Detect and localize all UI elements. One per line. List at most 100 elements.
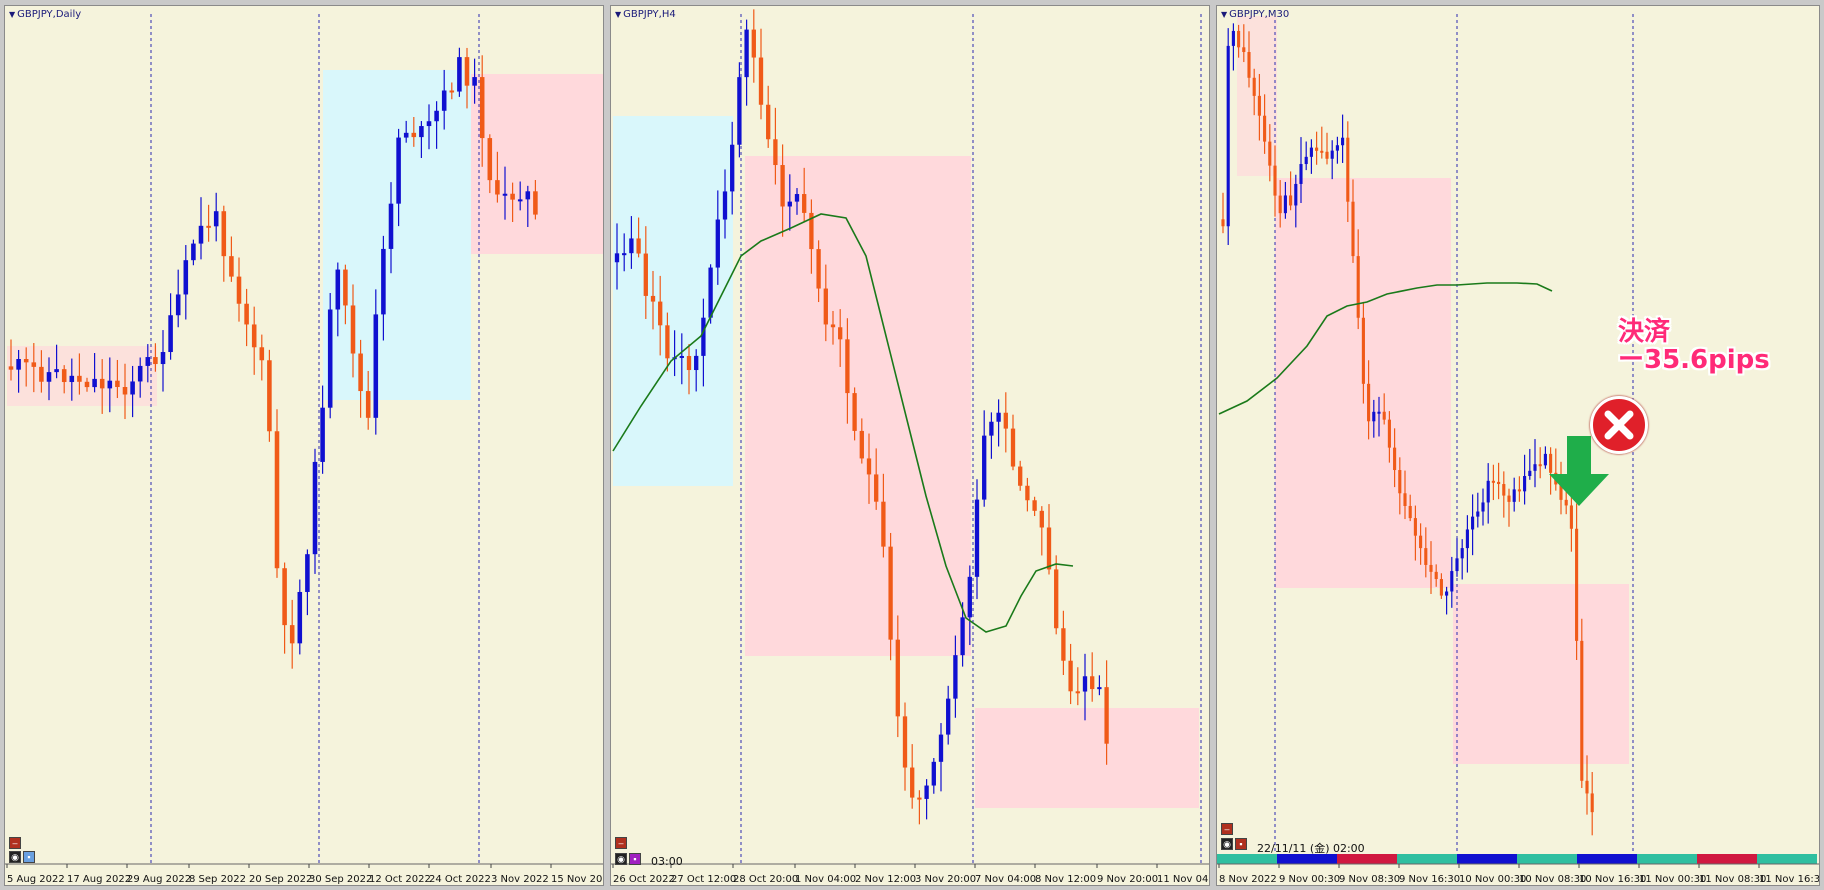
x-axis-tick-label: 8 Nov 12:00 [1035, 874, 1096, 885]
eye-icon[interactable]: ◉ [1221, 838, 1233, 850]
session-strip-segment [1577, 854, 1637, 864]
candle-body [107, 380, 113, 389]
script-icon[interactable]: ▪ [23, 851, 35, 863]
script-icon[interactable]: ▪ [1235, 838, 1247, 850]
chart-panel-m30[interactable]: 8 Nov 2022 9 Nov 00:30 9 Nov 08:30 9 Nov 16… [1216, 5, 1820, 886]
candle-body [931, 761, 936, 786]
candle-body [960, 617, 965, 656]
candle-body [766, 104, 771, 140]
candle-body [830, 324, 836, 328]
x-axis-tick-label: 11 Nov 16:30 [1759, 874, 1820, 885]
settlement-pips: ー35.6pips [1618, 345, 1770, 375]
candle-body [924, 785, 929, 799]
candle-body [289, 625, 295, 644]
chart-panel-daily[interactable]: 5 Aug 2022 17 Aug 2022 29 Aug 2022 8 Sep 20… [4, 5, 604, 886]
collapse-triangle-icon[interactable]: ▼ [1221, 10, 1228, 19]
candle-body [1372, 411, 1376, 422]
collapse-triangle-icon[interactable]: ▼ [9, 10, 16, 19]
candle-body [115, 380, 120, 388]
candle-body [297, 591, 303, 644]
candle-body [982, 435, 987, 500]
candle-body [213, 211, 219, 227]
candle-body [373, 314, 379, 418]
minimize-icon[interactable]: – [615, 837, 627, 849]
candle-body [744, 29, 749, 78]
candle-body [31, 362, 37, 367]
candle-body [938, 734, 944, 762]
zone-red [1453, 584, 1629, 764]
minimize-icon[interactable]: – [9, 837, 21, 849]
candle-body [1439, 579, 1443, 596]
candle-body [1032, 500, 1037, 511]
zone-blue [323, 70, 471, 400]
candle-body [198, 225, 204, 244]
x-axis-tick-label: 12 Oct 2022 [369, 874, 431, 885]
candle-body [236, 276, 242, 304]
candle-body [1075, 691, 1080, 694]
candle-body [365, 391, 371, 418]
candle-body [1528, 470, 1532, 477]
candle-body [1068, 660, 1073, 692]
candle-body [1025, 485, 1030, 501]
candle-body [1097, 687, 1102, 690]
x-axis-tick-label: 24 Oct 2022 [429, 874, 491, 885]
candle-body [183, 260, 189, 295]
candle-body [730, 144, 735, 192]
candle-body [1299, 164, 1303, 184]
candle-body [388, 203, 394, 249]
candle-body [23, 359, 29, 363]
candle-body [495, 180, 500, 195]
candle-body [1580, 640, 1584, 781]
candle-body [679, 355, 684, 358]
x-axis-tick-label: 8 Sep 2022 [189, 874, 246, 885]
session-strip-segment [1397, 854, 1457, 864]
candle-body [1263, 115, 1267, 142]
candle-body [686, 355, 692, 371]
candle-body [1569, 505, 1573, 529]
candle-body [1429, 564, 1433, 572]
candle-body [479, 77, 485, 139]
candle-body [1104, 687, 1109, 744]
candle-body [1289, 195, 1293, 206]
candle-body [1455, 558, 1459, 572]
candle-body [1226, 45, 1230, 227]
zone-blue [613, 116, 733, 486]
candle-body [130, 381, 135, 395]
candle-body [838, 327, 843, 340]
candle-body [881, 501, 886, 547]
candle-body [1309, 147, 1313, 157]
candle-body [773, 139, 778, 166]
chart-title: ▼ GBPJPY,Daily [9, 9, 82, 20]
eye-icon[interactable]: ◉ [615, 853, 627, 865]
settlement-label: 決済 [1618, 317, 1671, 347]
candle-body [16, 359, 21, 370]
collapse-triangle-icon[interactable]: ▼ [615, 10, 622, 19]
candle-body [1497, 481, 1501, 485]
candle-body [343, 269, 348, 306]
candle-body [350, 305, 356, 354]
x-axis-tick-label: 30 Sep 2022 [309, 874, 372, 885]
candle-body [1278, 195, 1282, 214]
session-strip-segment [1757, 854, 1817, 864]
candle-body [175, 294, 181, 316]
x-axis-tick-label: 29 Aug 2022 [127, 874, 191, 885]
candle-body [1512, 489, 1516, 502]
candle-body [221, 211, 227, 257]
minimize-icon[interactable]: – [1221, 823, 1233, 835]
candle-body [1054, 569, 1059, 629]
candle-body [533, 191, 538, 215]
candle-body [902, 716, 908, 768]
moving-average-line [1218, 282, 1553, 415]
candle-body [449, 90, 455, 93]
chart-panel-h4[interactable]: 26 Oct 2022 27 Oct 12:00 28 Oct 20:00 1 Nov… [610, 5, 1210, 886]
script-icon[interactable]: ▪ [629, 853, 641, 865]
candle-body [809, 212, 814, 250]
candle-body [502, 193, 508, 196]
candle-body [1502, 484, 1506, 496]
eye-icon[interactable]: ◉ [9, 851, 21, 863]
x-axis-band [1217, 864, 1819, 885]
x-axis-tick-label: 9 Nov 08:30 [1339, 874, 1400, 885]
candle-body [282, 568, 287, 626]
session-strip-segment [1637, 854, 1697, 864]
